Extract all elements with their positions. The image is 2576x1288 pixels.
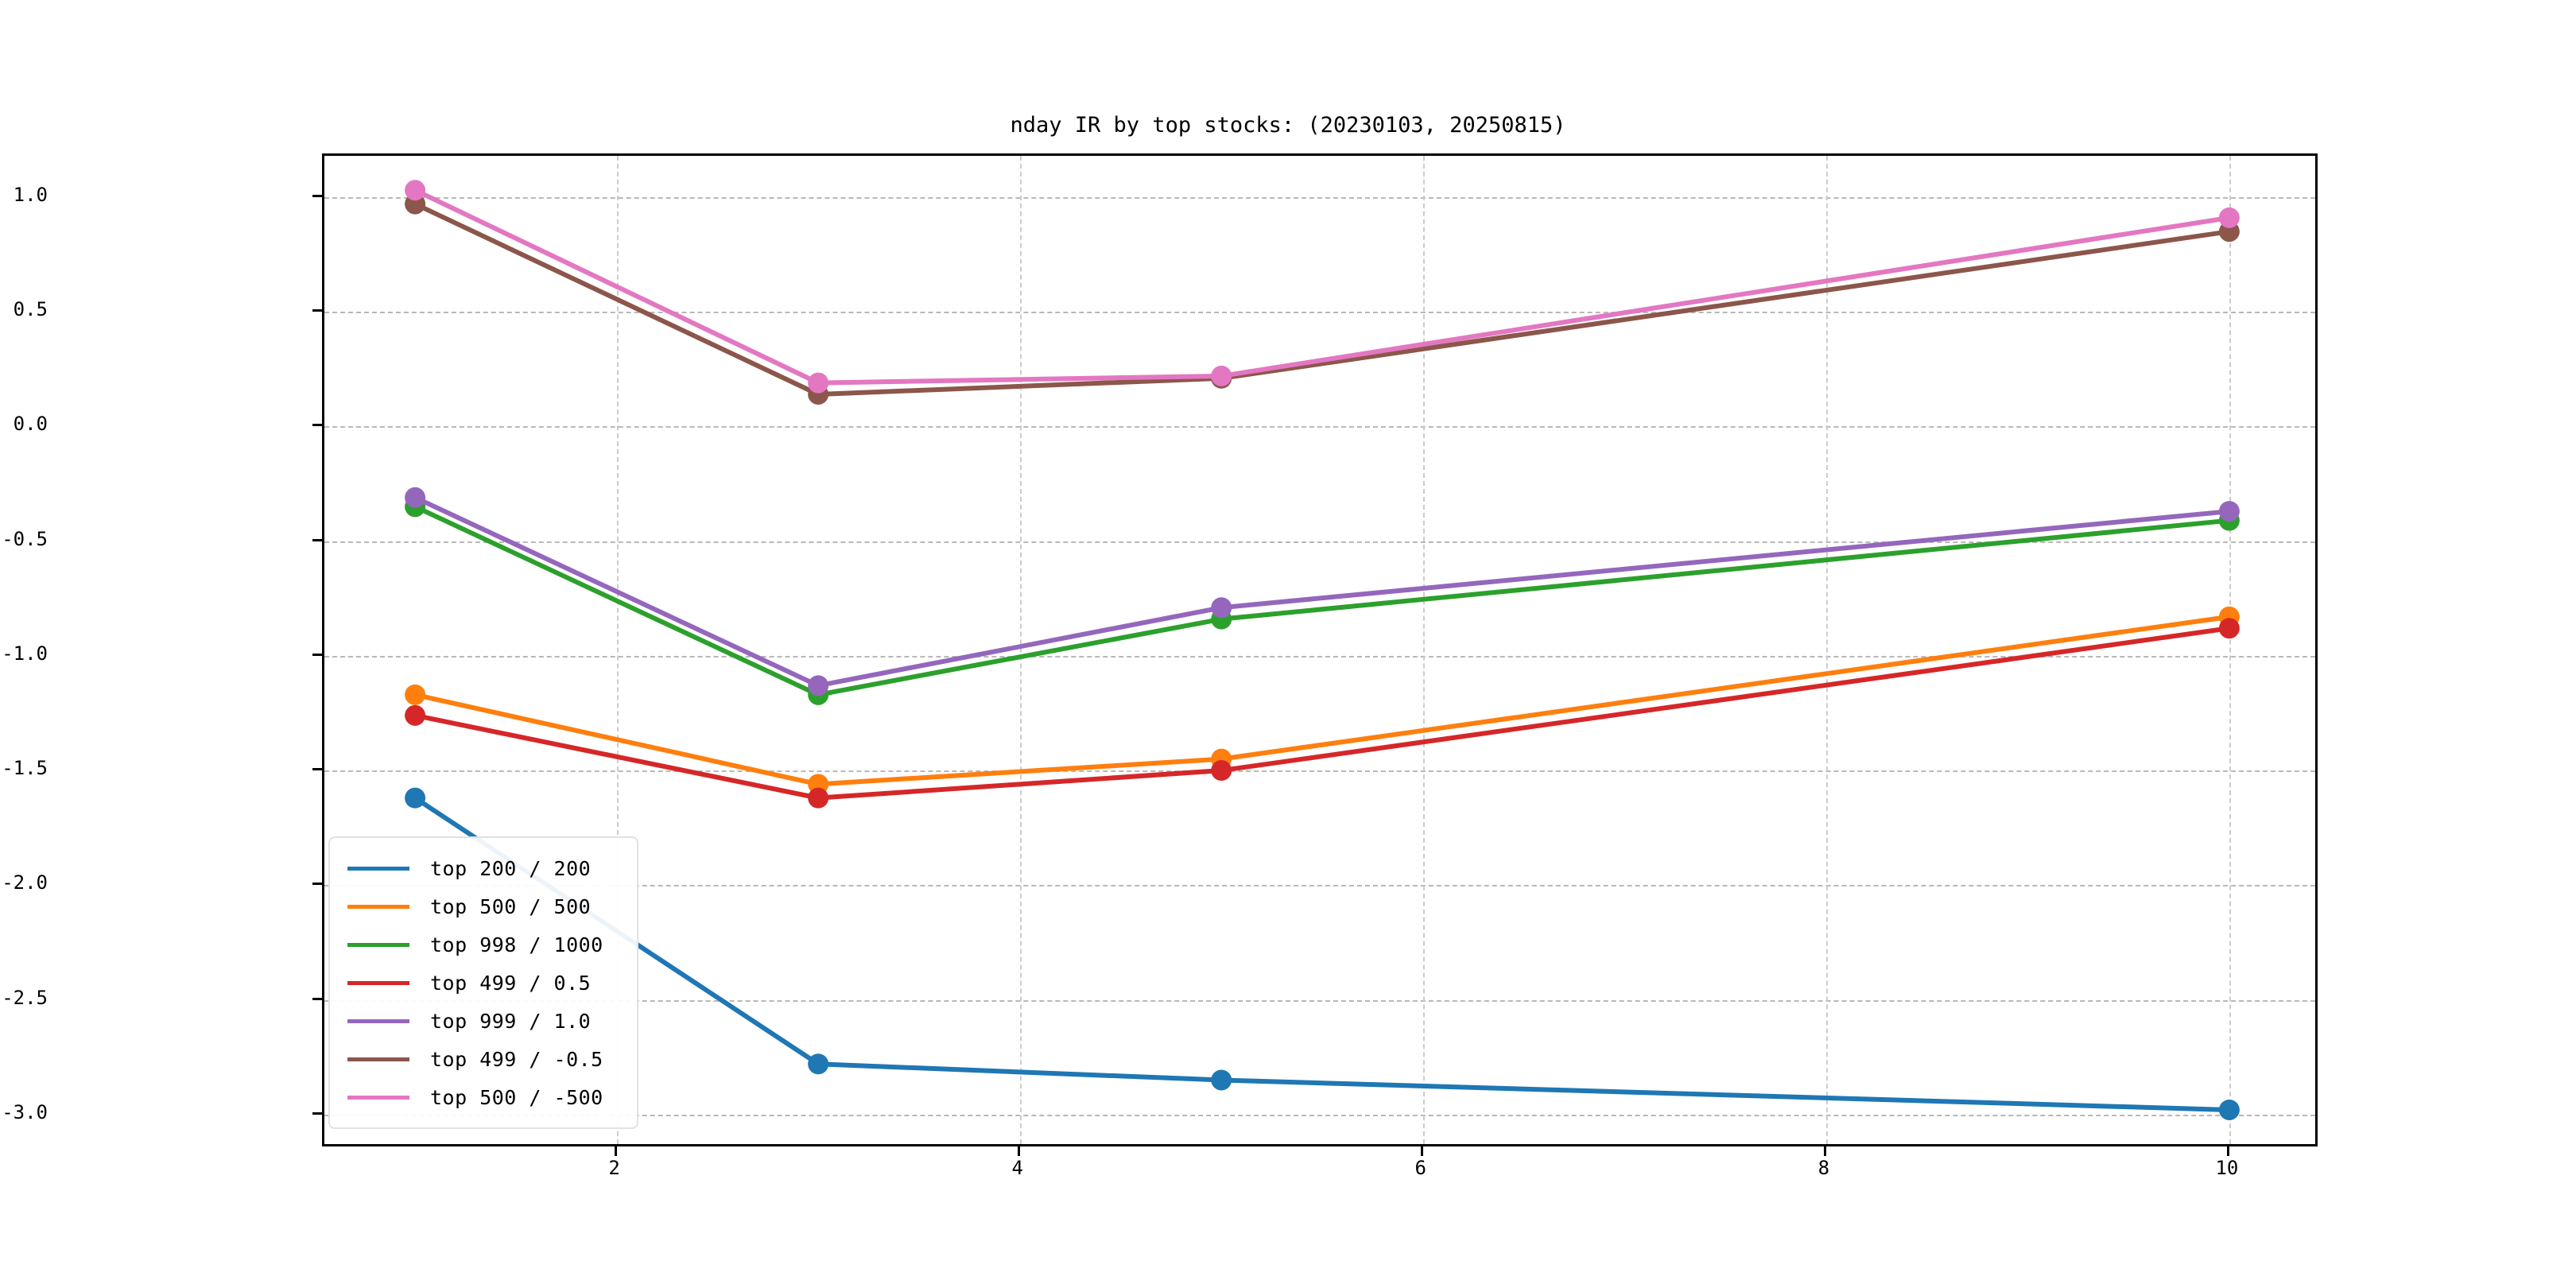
y-axis-tick-label: -2.0 (2, 871, 48, 894)
legend-color-swatch (347, 1095, 409, 1100)
gridline-vertical (1019, 156, 1022, 1144)
y-axis-tick-mark (312, 768, 322, 771)
y-axis-tick-mark (312, 653, 322, 656)
legend-item[interactable]: top 998 / 1000 (330, 925, 637, 964)
gridline-horizontal (324, 1114, 2315, 1116)
y-axis-tick-label: -3.0 (2, 1100, 48, 1123)
series-line (413, 795, 2232, 1112)
gridline-horizontal (324, 541, 2315, 543)
series-marker (2218, 1099, 2240, 1120)
series-marker (405, 684, 426, 705)
legend-item-label: top 998 / 1000 (430, 933, 603, 956)
series-line (413, 614, 2232, 787)
y-axis-tick-label: -1.5 (2, 757, 48, 780)
gridline-horizontal (324, 655, 2315, 658)
legend-item-label: top 200 / 200 (430, 856, 592, 880)
y-axis-tick-label: -0.5 (2, 527, 48, 550)
x-axis-tick-label: 6 (1414, 1157, 1426, 1179)
y-axis-tick-label: -1.0 (2, 642, 48, 665)
legend-color-swatch (347, 866, 409, 871)
x-axis-tick-mark (1017, 1146, 1020, 1156)
gridline-horizontal (324, 426, 2315, 429)
series-marker (2218, 618, 2240, 639)
series-line (413, 495, 2232, 689)
series-line (413, 201, 2232, 397)
legend-item-label: top 499 / -0.5 (430, 1047, 603, 1071)
gridline-horizontal (324, 312, 2315, 314)
legend-item[interactable]: top 500 / 500 (330, 887, 637, 925)
series-marker (2218, 501, 2240, 522)
chart-title: nday IR by top stocks: (20230103, 202508… (1010, 113, 1566, 138)
legend-item[interactable]: top 499 / -0.5 (330, 1040, 637, 1078)
gridline-horizontal (324, 885, 2315, 887)
series-marker (405, 180, 426, 201)
y-axis-tick-mark (312, 883, 322, 886)
series-marker (2218, 207, 2240, 228)
series-marker (808, 787, 829, 809)
x-axis-tick-mark (614, 1146, 617, 1156)
series-marker (1211, 760, 1232, 782)
y-axis-tick-mark (312, 538, 322, 541)
series-marker (405, 787, 426, 809)
legend-item[interactable]: top 500 / -500 (330, 1078, 637, 1116)
legend-color-swatch (347, 1018, 409, 1023)
x-axis-tick-mark (2226, 1146, 2229, 1156)
series-marker (1211, 1069, 1232, 1091)
legend-item-label: top 499 / 0.5 (430, 971, 592, 995)
series-marker (405, 487, 426, 508)
series-marker (405, 704, 426, 726)
x-axis-tick-mark (1420, 1146, 1423, 1156)
legend-item[interactable]: top 200 / 200 (330, 849, 637, 887)
y-axis-tick-mark (312, 194, 322, 197)
gridline-vertical (2229, 156, 2231, 1144)
y-axis-tick-mark (312, 1111, 322, 1115)
y-axis-tick-label: 0.0 (13, 413, 48, 436)
gridline-horizontal (324, 770, 2315, 773)
legend-color-swatch (347, 980, 409, 985)
y-axis-tick-label: -2.5 (2, 986, 48, 1009)
y-axis-tick-label: 0.5 (13, 298, 48, 321)
series-marker (1211, 597, 1232, 619)
series-line (413, 504, 2232, 697)
legend-item-label: top 999 / 1.0 (430, 1009, 592, 1033)
series-marker (808, 372, 829, 394)
x-axis-tick-label: 4 (1011, 1157, 1023, 1179)
chart-legend: top 200 / 200 top 500 / 500 top 998 / 1000… (328, 836, 638, 1129)
legend-item[interactable]: top 499 / 0.5 (330, 964, 637, 1002)
gridline-vertical (1422, 156, 1425, 1144)
x-axis-tick-mark (1823, 1146, 1826, 1156)
legend-color-swatch (347, 1057, 409, 1061)
y-axis-tick-mark (312, 997, 322, 1000)
series-marker (1211, 365, 1232, 386)
y-axis-tick-mark (312, 424, 322, 427)
gridline-vertical (616, 156, 619, 1144)
legend-color-swatch (347, 942, 409, 947)
series-line (413, 188, 2232, 386)
y-axis-tick-label: 1.0 (13, 183, 48, 206)
gridline-vertical (1825, 156, 1828, 1144)
series-marker (808, 675, 829, 696)
x-axis-tick-label: 8 (1818, 1157, 1830, 1179)
legend-item[interactable]: top 999 / 1.0 (330, 1002, 637, 1040)
legend-item-label: top 500 / 500 (430, 894, 592, 918)
series-marker (808, 1053, 829, 1075)
y-axis-tick-mark (312, 309, 322, 312)
legend-color-swatch (347, 904, 409, 909)
series-line (413, 626, 2232, 801)
gridline-horizontal (324, 999, 2315, 1002)
x-axis-tick-label: 10 (2215, 1157, 2239, 1179)
legend-item-label: top 500 / -500 (430, 1085, 603, 1109)
gridline-horizontal (324, 196, 2315, 199)
x-axis-tick-label: 2 (608, 1157, 620, 1179)
